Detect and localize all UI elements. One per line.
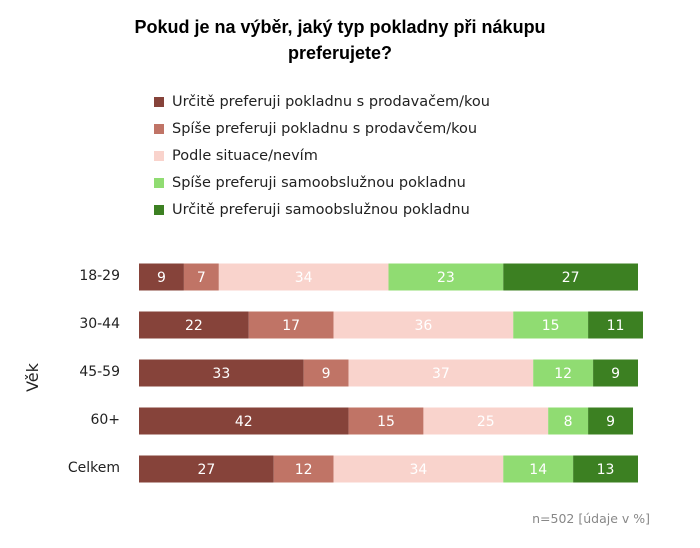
data-label: 9 [157,270,166,286]
data-label: 9 [611,366,620,382]
legend-label: Určitě preferuji pokladnu s prodavačem/k… [172,94,490,110]
bar-segment [348,359,534,387]
data-label: 11 [607,318,625,334]
bar-segment [348,407,424,435]
data-label: 27 [197,462,215,478]
legend-swatch [154,205,164,215]
legend-label: Spíše preferuji samoobslužnou pokladnu [172,175,466,191]
legend-label: Určitě preferuji samoobslužnou pokladnu [172,202,470,218]
bar-segment [139,311,249,339]
legend-swatch [154,124,164,134]
data-label: 37 [432,366,450,382]
data-label: 9 [606,414,615,430]
data-label: 15 [542,318,560,334]
data-label: 14 [529,462,547,478]
legend-label: Spíše preferuji pokladnu s prodavčem/kou [172,121,478,137]
bar-segment [139,359,304,387]
bar-segment [333,455,504,483]
data-label: 34 [295,270,313,286]
bar-segment [139,455,274,483]
bar-segment [588,311,643,339]
data-label: 36 [415,318,433,334]
bar-segment [303,359,349,387]
bar-segment [503,455,574,483]
bar-segment [423,407,549,435]
category-label: 45-59 [79,364,120,380]
data-label: 15 [377,414,395,430]
bar-segment [183,263,219,291]
bar-segment [593,359,638,387]
data-label: 25 [477,414,495,430]
bar-segment [273,455,334,483]
category-label: 18-29 [79,268,120,284]
bar-segment [388,263,504,291]
bar-segment [573,455,638,483]
legend-swatch [154,151,164,161]
data-label: 12 [554,366,572,382]
data-label: 22 [185,318,203,334]
data-label: 34 [410,462,428,478]
bar-segment [533,359,594,387]
bar-segment [139,263,184,291]
category-label: 60+ [90,412,120,428]
legend-item: Určitě preferuji samoobslužnou pokladnu [154,200,470,220]
data-label: 23 [437,270,455,286]
category-label: 30-44 [79,316,120,332]
data-label: 33 [212,366,230,382]
legend-item: Určitě preferuji pokladnu s prodavačem/k… [154,92,490,112]
data-label: 7 [197,270,206,286]
bar-segment [503,263,638,291]
data-label: 27 [562,270,580,286]
legend-item: Podle situace/nevím [154,146,318,166]
bar-segment [548,407,589,435]
category-label: Celkem [67,460,120,476]
chart-title-line-2: preferujete? [287,43,393,63]
data-label: 12 [295,462,313,478]
data-label: 42 [235,414,253,430]
chart-title: Pokud je na výběr, jaký typ pokladny při… [0,14,680,66]
data-label: 8 [564,414,573,430]
bar-segment [513,311,589,339]
bar-segment [139,407,349,435]
legend-item: Spíše preferuji samoobslužnou pokladnu [154,173,466,193]
legend-label: Podle situace/nevím [172,148,318,164]
data-label: 13 [597,462,615,478]
data-label: 9 [322,366,331,382]
bar-segment [218,263,389,291]
data-label: 17 [282,318,300,334]
bar-segment [333,311,514,339]
legend-swatch [154,178,164,188]
chart-title-line-1: Pokud je na výběr, jaký typ pokladny při… [134,17,546,37]
bar-segment [588,407,634,435]
legend-swatch [154,97,164,107]
legend-item: Spíše preferuji pokladnu s prodavčem/kou [154,119,477,139]
bar-segment [248,311,334,339]
sample-note: n=502 [údaje v %] [532,511,650,526]
